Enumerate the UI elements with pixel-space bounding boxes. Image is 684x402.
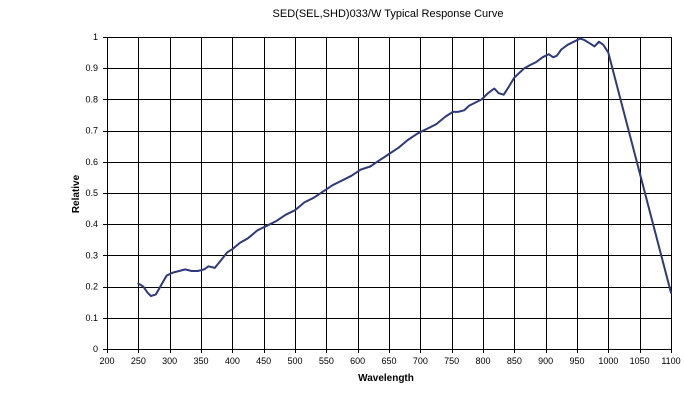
grid xyxy=(107,37,672,350)
x-tick-label: 900 xyxy=(538,356,553,366)
x-tick-label: 650 xyxy=(381,356,396,366)
x-tick-label: 400 xyxy=(225,356,240,366)
y-tick-label: 0.6 xyxy=(85,157,98,167)
y-tick-label: 0.4 xyxy=(85,219,98,229)
y-tick-label: 0.9 xyxy=(85,63,98,73)
y-tick-label: 0.1 xyxy=(85,313,98,323)
x-tick-label: 1050 xyxy=(630,356,650,366)
x-tick-label: 500 xyxy=(287,356,302,366)
x-tick-label: 450 xyxy=(256,356,271,366)
response-curve-line xyxy=(137,37,672,297)
axes xyxy=(103,37,672,353)
y-tick-label: 0.3 xyxy=(85,250,98,260)
y-tick-label: 0.7 xyxy=(85,126,98,136)
x-tick-label: 1100 xyxy=(661,356,680,366)
x-tick-label: 550 xyxy=(319,356,334,366)
series xyxy=(137,37,672,297)
y-tick-label: 0 xyxy=(93,344,98,354)
x-tick-label: 700 xyxy=(413,356,428,366)
y-tick-label: 1 xyxy=(93,32,98,42)
x-tick-label: 600 xyxy=(350,356,365,366)
y-tick-label: 0.2 xyxy=(85,282,98,292)
x-tick-label: 250 xyxy=(131,356,146,366)
x-axis-label: Wavelength xyxy=(358,373,414,384)
x-tick-label: 300 xyxy=(162,356,177,366)
x-tick-label: 850 xyxy=(507,356,522,366)
chart-title: SED(SEL,SHD)033/W Typical Response Curve xyxy=(273,8,504,20)
x-tick-label: 950 xyxy=(569,356,584,366)
y-tick-label: 0.8 xyxy=(85,94,98,104)
x-tick-labels: 200 250 300 350 400 450 500 550 600 650 700 750 800 8… xyxy=(99,356,680,366)
y-axis-label: Relative xyxy=(71,174,82,213)
x-tick-label: 200 xyxy=(99,356,114,366)
x-tick-label: 1000 xyxy=(598,356,618,366)
x-tick-label: 750 xyxy=(444,356,459,366)
y-tick-labels: 0 0.1 0.2 0.3 0.4 0.5 0.6 0.7 0.8 0.9 1 xyxy=(85,32,98,354)
x-tick-label: 800 xyxy=(475,356,490,366)
y-tick-label: 0.5 xyxy=(85,188,98,198)
x-tick-label: 350 xyxy=(193,356,208,366)
